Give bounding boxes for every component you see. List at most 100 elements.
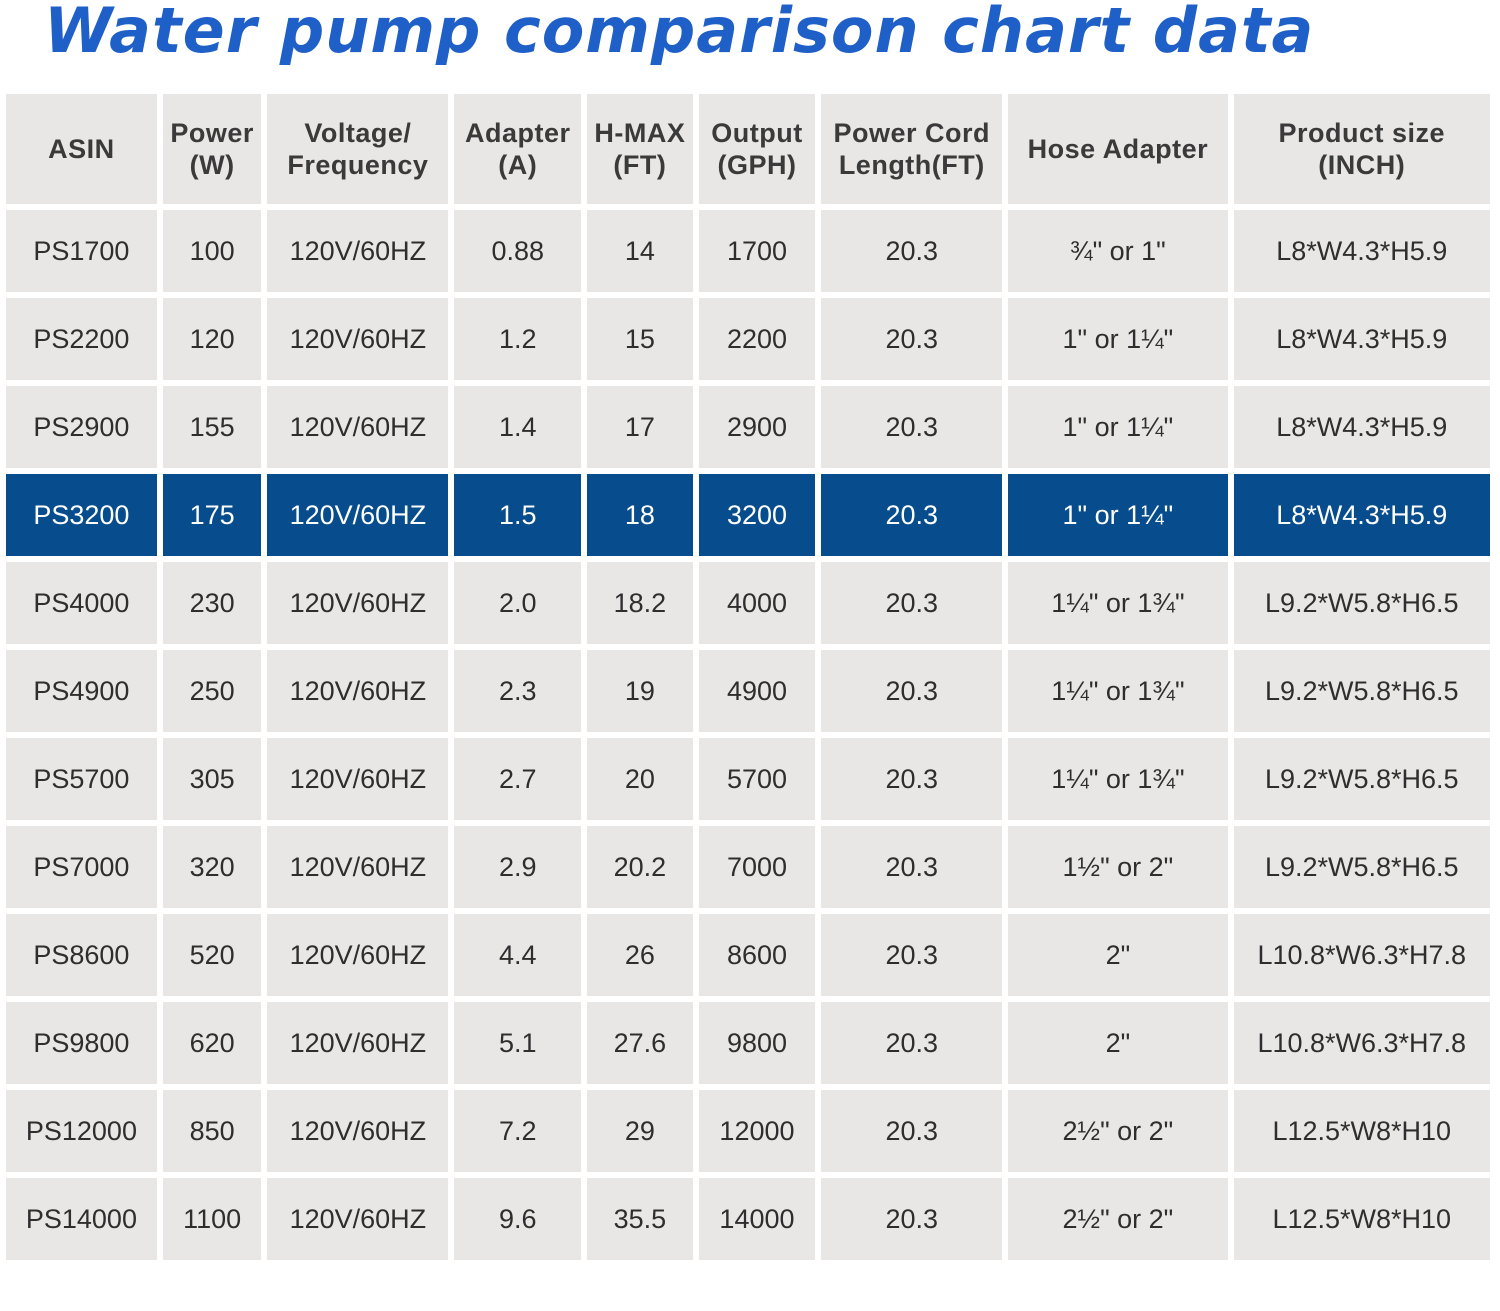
cell-output: 5700 (698, 738, 816, 820)
table-row: PS2200 120 120V/60HZ 1.2 15 2200 20.3 1" or 1¼"… (6, 298, 1490, 380)
cell-power: 305 (162, 738, 262, 820)
table-row: PS14000 1100 120V/60HZ 9.6 35.5 14000 20.3 2½" … (6, 1178, 1490, 1260)
cell-product-size: L12.5*W8*H10 (1233, 1090, 1490, 1172)
cell-hose-adapter: 2" (1008, 914, 1228, 996)
cell-power: 230 (162, 562, 262, 644)
cell-power-cord-length: 20.3 (821, 1002, 1003, 1084)
table-row: PS4900 250 120V/60HZ 2.3 19 4900 20.3 1¼" or 1¾… (6, 650, 1490, 732)
cell-h-max: 29 (587, 1090, 693, 1172)
column-header-line1: Adapter (464, 118, 571, 148)
column-header-line2: (W) (189, 150, 235, 180)
column-header-line1: Voltage/ (304, 118, 412, 148)
cell-power: 1100 (162, 1178, 262, 1260)
cell-voltage-frequency: 120V/60HZ (267, 298, 449, 380)
cell-hose-adapter: 2½" or 2" (1008, 1090, 1228, 1172)
cell-h-max: 14 (587, 210, 693, 292)
cell-power-cord-length: 20.3 (821, 298, 1003, 380)
cell-voltage-frequency: 120V/60HZ (267, 386, 449, 468)
cell-power: 155 (162, 386, 262, 468)
header-row: ASIN Power (W) Voltage/Frequency Adapter (A) H… (6, 94, 1490, 204)
column-header-output: Output (GPH) (698, 94, 816, 204)
cell-adapter: 1.5 (454, 474, 582, 556)
cell-output: 9800 (698, 1002, 816, 1084)
cell-adapter: 7.2 (454, 1090, 582, 1172)
table-row: PS12000 850 120V/60HZ 7.2 29 12000 20.3 2½" or … (6, 1090, 1490, 1172)
cell-hose-adapter: 2½" or 2" (1008, 1178, 1228, 1260)
cell-voltage-frequency: 120V/60HZ (267, 914, 449, 996)
cell-power: 250 (162, 650, 262, 732)
cell-asin: PS8600 (6, 914, 157, 996)
cell-hose-adapter: ¾" or 1" (1008, 210, 1228, 292)
cell-product-size: L9.2*W5.8*H6.5 (1233, 562, 1490, 644)
cell-adapter: 2.9 (454, 826, 582, 908)
cell-hose-adapter: 1" or 1¼" (1008, 298, 1228, 380)
comparison-table-container: ASIN Power (W) Voltage/Frequency Adapter (A) H… (3, 88, 1499, 1266)
column-header-asin: ASIN (6, 94, 157, 204)
cell-output: 1700 (698, 210, 816, 292)
table-row: PS1700 100 120V/60HZ 0.88 14 1700 20.3 ¾" or 1"… (6, 210, 1490, 292)
cell-output: 3200 (698, 474, 816, 556)
cell-voltage-frequency: 120V/60HZ (267, 562, 449, 644)
table-row: PS5700 305 120V/60HZ 2.7 20 5700 20.3 1¼" or 1¾… (6, 738, 1490, 820)
cell-asin: PS12000 (6, 1090, 157, 1172)
cell-output: 2200 (698, 298, 816, 380)
cell-asin: PS2900 (6, 386, 157, 468)
cell-power: 620 (162, 1002, 262, 1084)
cell-power: 175 (162, 474, 262, 556)
column-header-hose-adapter: Hose Adapter (1008, 94, 1228, 204)
column-header-power: Power (W) (162, 94, 262, 204)
cell-h-max: 18.2 (587, 562, 693, 644)
cell-product-size: L10.8*W6.3*H7.8 (1233, 1002, 1490, 1084)
cell-asin: PS9800 (6, 1002, 157, 1084)
cell-adapter: 2.0 (454, 562, 582, 644)
column-header-line1: ASIN (48, 134, 115, 164)
cell-h-max: 17 (587, 386, 693, 468)
cell-output: 2900 (698, 386, 816, 468)
cell-power-cord-length: 20.3 (821, 738, 1003, 820)
cell-power-cord-length: 20.3 (821, 386, 1003, 468)
cell-power: 100 (162, 210, 262, 292)
column-header-line1: Product size (1278, 118, 1446, 148)
column-header-line2: (A) (498, 150, 538, 180)
table-row: PS2900 155 120V/60HZ 1.4 17 2900 20.3 1" or 1¼"… (6, 386, 1490, 468)
cell-h-max: 26 (587, 914, 693, 996)
cell-h-max: 35.5 (587, 1178, 693, 1260)
cell-hose-adapter: 1" or 1¼" (1008, 386, 1228, 468)
cell-power: 520 (162, 914, 262, 996)
cell-h-max: 15 (587, 298, 693, 380)
table-body: PS1700 100 120V/60HZ 0.88 14 1700 20.3 ¾" or 1"… (6, 210, 1490, 1260)
column-header-adapter: Adapter (A) (454, 94, 582, 204)
cell-adapter: 5.1 (454, 1002, 582, 1084)
column-header-line2: (INCH) (1318, 150, 1406, 180)
cell-adapter: 9.6 (454, 1178, 582, 1260)
cell-voltage-frequency: 120V/60HZ (267, 738, 449, 820)
cell-voltage-frequency: 120V/60HZ (267, 1090, 449, 1172)
cell-voltage-frequency: 120V/60HZ (267, 474, 449, 556)
column-header-line1: H-MAX (594, 118, 686, 148)
cell-power-cord-length: 20.3 (821, 914, 1003, 996)
table-row: PS3200 175 120V/60HZ 1.5 18 3200 20.3 1" or 1¼"… (6, 474, 1490, 556)
cell-output: 14000 (698, 1178, 816, 1260)
cell-asin: PS4000 (6, 562, 157, 644)
column-header-product-size: Product size (INCH) (1233, 94, 1490, 204)
cell-product-size: L9.2*W5.8*H6.5 (1233, 650, 1490, 732)
table-row: PS9800 620 120V/60HZ 5.1 27.6 9800 20.3 2" L10.8… (6, 1002, 1490, 1084)
cell-output: 4000 (698, 562, 816, 644)
cell-voltage-frequency: 120V/60HZ (267, 1178, 449, 1260)
column-header-line2: Frequency (287, 150, 429, 180)
column-header-line1: Hose Adapter (1027, 134, 1209, 164)
cell-product-size: L12.5*W8*H10 (1233, 1178, 1490, 1260)
cell-h-max: 20 (587, 738, 693, 820)
cell-adapter: 2.3 (454, 650, 582, 732)
column-header-line2: (GPH) (717, 150, 797, 180)
cell-product-size: L8*W4.3*H5.9 (1233, 210, 1490, 292)
cell-voltage-frequency: 120V/60HZ (267, 826, 449, 908)
page-title: Water pump comparison chart data (44, 0, 1315, 67)
cell-output: 4900 (698, 650, 816, 732)
cell-adapter: 4.4 (454, 914, 582, 996)
cell-product-size: L8*W4.3*H5.9 (1233, 298, 1490, 380)
cell-adapter: 1.4 (454, 386, 582, 468)
cell-power-cord-length: 20.3 (821, 826, 1003, 908)
comparison-table: ASIN Power (W) Voltage/Frequency Adapter (A) H… (0, 88, 1496, 1266)
cell-power-cord-length: 20.3 (821, 210, 1003, 292)
